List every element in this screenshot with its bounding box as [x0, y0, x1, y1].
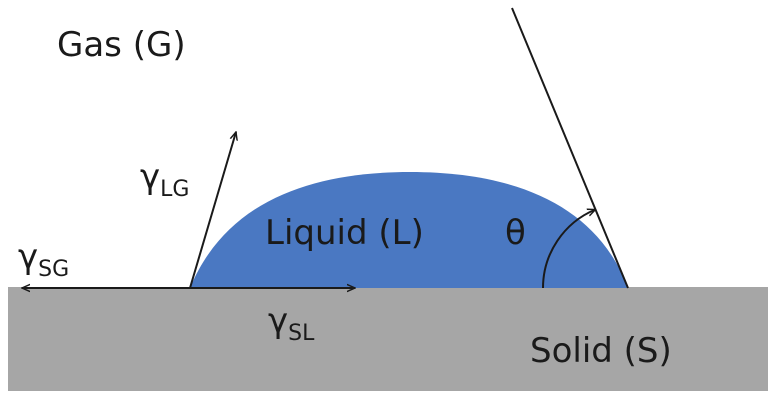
solid-label: Solid (S)	[530, 331, 672, 371]
gamma-symbol: γ	[140, 157, 160, 197]
gamma-subscript: SG	[38, 257, 69, 282]
page: {"labels": {"gas": "Gas (G)", "liquid": …	[0, 0, 768, 395]
gamma-sg: γSG	[18, 237, 69, 282]
gamma-symbol: γ	[268, 301, 288, 341]
diagram: Gas (G) Liquid (L) θ Solid (S) γLG γSG γ…	[0, 0, 768, 395]
gas-label: Gas (G)	[57, 25, 186, 65]
theta-label: θ	[505, 213, 526, 253]
gamma-subscript: LG	[160, 177, 189, 202]
gamma-lg: γLG	[140, 157, 189, 202]
liquid-label: Liquid (L)	[265, 213, 424, 253]
gamma-subscript: SL	[288, 321, 315, 346]
gamma-symbol: γ	[18, 237, 38, 277]
